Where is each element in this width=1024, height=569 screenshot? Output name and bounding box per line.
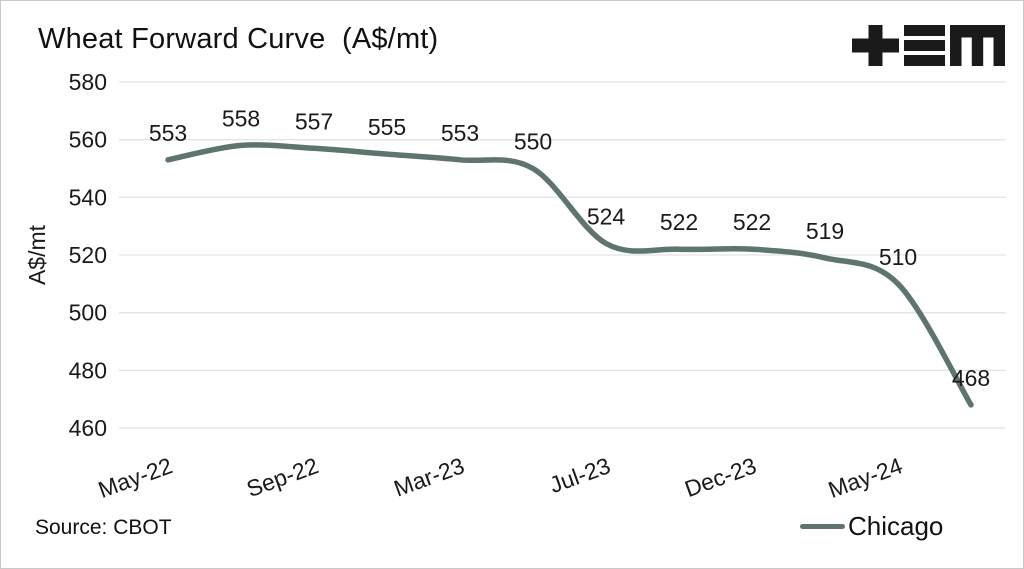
y-tick-label: 500 xyxy=(69,300,107,326)
y-tick-label: 480 xyxy=(69,357,107,383)
data-label: 522 xyxy=(660,209,698,235)
logo-plus-icon xyxy=(852,25,899,66)
data-label: 519 xyxy=(806,218,844,244)
data-label: 510 xyxy=(879,244,917,270)
data-label: 553 xyxy=(149,120,187,146)
logo-m-icon xyxy=(950,25,1005,66)
x-tick-label: Dec-23 xyxy=(681,452,760,502)
data-label: 557 xyxy=(295,108,333,134)
logo-bars-icon xyxy=(904,25,945,66)
data-label: 555 xyxy=(368,114,406,140)
y-tick-label: 540 xyxy=(69,184,107,210)
y-axis-title: A$/mt xyxy=(24,224,50,285)
y-tick-label: 460 xyxy=(69,415,107,441)
x-tick-label: Jul-23 xyxy=(546,452,614,498)
source-note: Source: CBOT xyxy=(35,516,172,539)
legend: Chicago xyxy=(800,510,943,542)
x-tick-label: Mar-23 xyxy=(390,452,467,501)
x-tick-label: May-22 xyxy=(95,452,176,503)
data-label: 550 xyxy=(514,129,552,155)
data-label: 553 xyxy=(441,120,479,146)
legend-line-swatch xyxy=(800,523,845,529)
series-line-chicago xyxy=(165,142,974,408)
x-tick-label: Sep-22 xyxy=(243,452,322,502)
data-label: 558 xyxy=(222,105,260,131)
legend-label: Chicago xyxy=(848,510,944,541)
tem-logo xyxy=(852,25,1005,66)
data-label: 468 xyxy=(952,365,990,391)
y-tick-label: 580 xyxy=(69,69,107,95)
x-tick-label: May-24 xyxy=(825,452,906,503)
chart-title: Wheat Forward Curve (A$/mt) xyxy=(38,23,439,55)
y-tick-label: 520 xyxy=(69,242,107,268)
data-label: 524 xyxy=(587,203,626,229)
y-tick-label: 560 xyxy=(69,127,107,153)
data-label: 522 xyxy=(733,209,771,235)
